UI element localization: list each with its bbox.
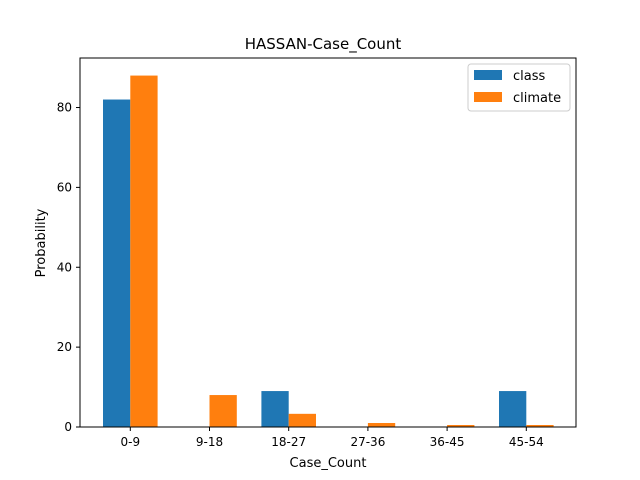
- bar-class-45-54: [499, 391, 527, 427]
- legend-swatch-climate: [474, 92, 502, 102]
- bar-climate-9-18: [209, 395, 237, 427]
- legend-swatch-class: [474, 70, 502, 80]
- x-tick-label: 27-36: [350, 435, 385, 449]
- x-tick-label: 36-45: [430, 435, 465, 449]
- legend-label-climate: climate: [513, 91, 561, 106]
- y-axis-label: Probability: [34, 208, 49, 277]
- bars-layer: [103, 75, 554, 427]
- y-tick-label: 0: [64, 420, 72, 434]
- x-tick-label: 9-18: [196, 435, 223, 449]
- bar-climate-18-27: [288, 413, 316, 427]
- bar-climate-27-36: [367, 423, 396, 427]
- x-axis-ticks: 0-9 9-18 18-27 27-36 36-45 45-54: [120, 427, 544, 449]
- legend: class climate: [467, 63, 571, 112]
- y-axis-ticks: 0 20 40 60 80: [57, 101, 80, 434]
- x-tick-label: 45-54: [509, 435, 544, 449]
- x-axis-label: Case_Count: [290, 456, 367, 471]
- y-tick-label: 20: [57, 340, 72, 354]
- x-tick-label: 0-9: [120, 435, 140, 449]
- bar-climate-36-45: [447, 425, 475, 427]
- x-tick-label: 18-27: [271, 435, 306, 449]
- bar-climate-45-54: [526, 425, 554, 427]
- plot-area-frame: [79, 57, 577, 428]
- y-tick-label: 60: [57, 180, 72, 194]
- bar-class-0-9: [103, 99, 131, 427]
- bar-class-18-27: [261, 391, 289, 427]
- y-tick-label: 80: [57, 101, 72, 115]
- legend-label-class: class: [513, 69, 545, 84]
- bar-climate-0-9: [130, 75, 158, 427]
- y-tick-label: 40: [57, 260, 72, 274]
- chart-title: HASSAN-Case_Count: [245, 35, 402, 54]
